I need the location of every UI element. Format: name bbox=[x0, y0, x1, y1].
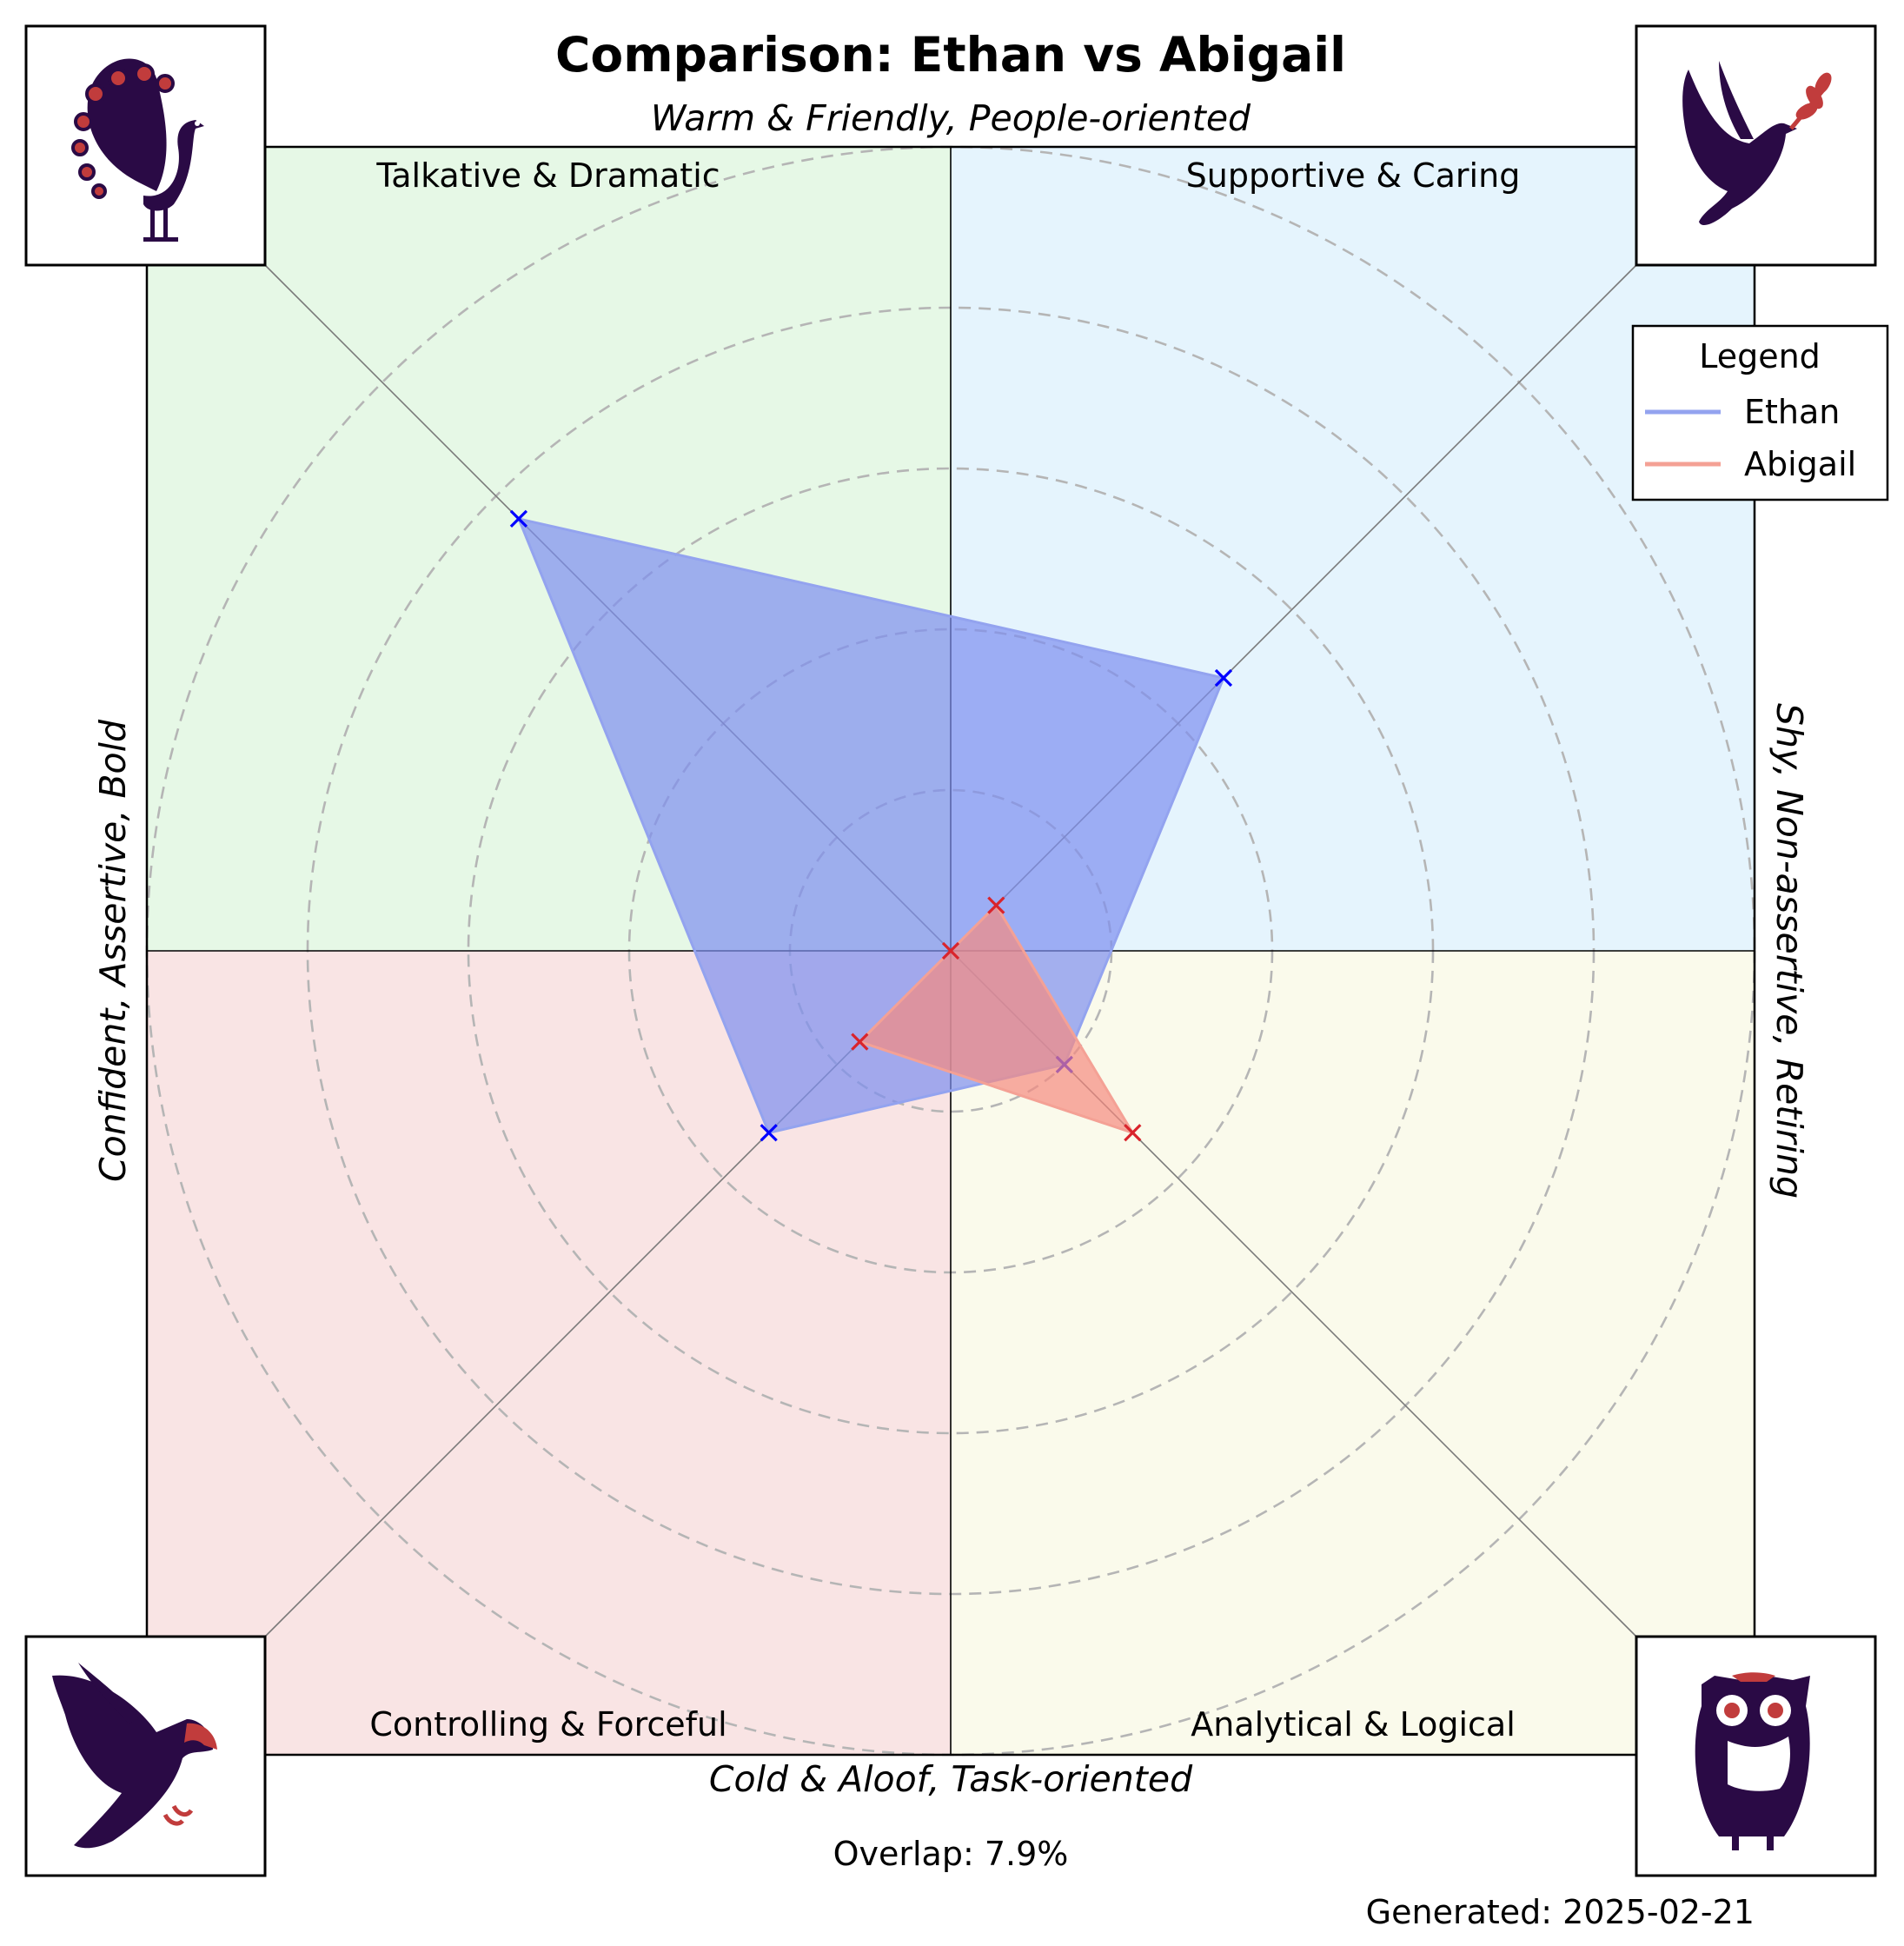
legend-label-ethan: Ethan bbox=[1744, 393, 1840, 431]
quadrant-label-talkative: Talkative & Dramatic bbox=[375, 156, 720, 195]
series-layer bbox=[509, 509, 1233, 1142]
plot-frame bbox=[145, 145, 1756, 1757]
eagle-icon-box bbox=[24, 1635, 267, 1877]
data-point-abigail-1 bbox=[941, 941, 960, 960]
overlap-annotation: Overlap: 7.9% bbox=[833, 1835, 1069, 1873]
dove-icon bbox=[1682, 61, 1832, 226]
data-point-ethan-1 bbox=[509, 509, 528, 528]
quadrant-label-analytical: Analytical & Logical bbox=[1191, 1705, 1516, 1743]
legend-label-abigail: Abigail bbox=[1744, 445, 1856, 483]
axis-label-left: Confident, Assertive, Bold bbox=[92, 719, 134, 1182]
axis-label-right: Shy, Non-assertive, Retiring bbox=[1768, 703, 1810, 1199]
quadrant-label-controlling: Controlling & Forceful bbox=[369, 1705, 726, 1743]
dove-icon-box bbox=[1635, 24, 1877, 267]
owl-icon-box bbox=[1635, 1635, 1877, 1877]
data-point-abigail-3 bbox=[1124, 1124, 1142, 1142]
data-point-abigail-2 bbox=[987, 896, 1005, 914]
peacock-icon-box bbox=[24, 24, 267, 267]
generated-date: Generated: 2025-02-21 bbox=[1366, 1893, 1755, 1931]
quadrant-label-supportive: Supportive & Caring bbox=[1186, 156, 1521, 195]
chart-title: Comparison: Ethan vs Abigail bbox=[555, 27, 1346, 83]
axis-label-bottom: Cold & Aloof, Task-oriented bbox=[709, 1758, 1193, 1800]
data-point-abigail-4 bbox=[851, 1033, 869, 1051]
data-point-ethan-4 bbox=[760, 1124, 778, 1142]
eagle-icon bbox=[52, 1663, 217, 1849]
owl-icon bbox=[1695, 1672, 1810, 1850]
legend: Legend Ethan Abigail bbox=[1631, 324, 1889, 501]
legend-title: Legend bbox=[1699, 337, 1821, 375]
data-point-ethan-2 bbox=[1214, 668, 1233, 687]
axis-label-top: Warm & Friendly, People-oriented bbox=[651, 97, 1251, 139]
peacock-icon bbox=[71, 58, 204, 242]
quadrant-labels: Talkative & Dramatic Supportive & Caring… bbox=[369, 156, 1520, 1743]
